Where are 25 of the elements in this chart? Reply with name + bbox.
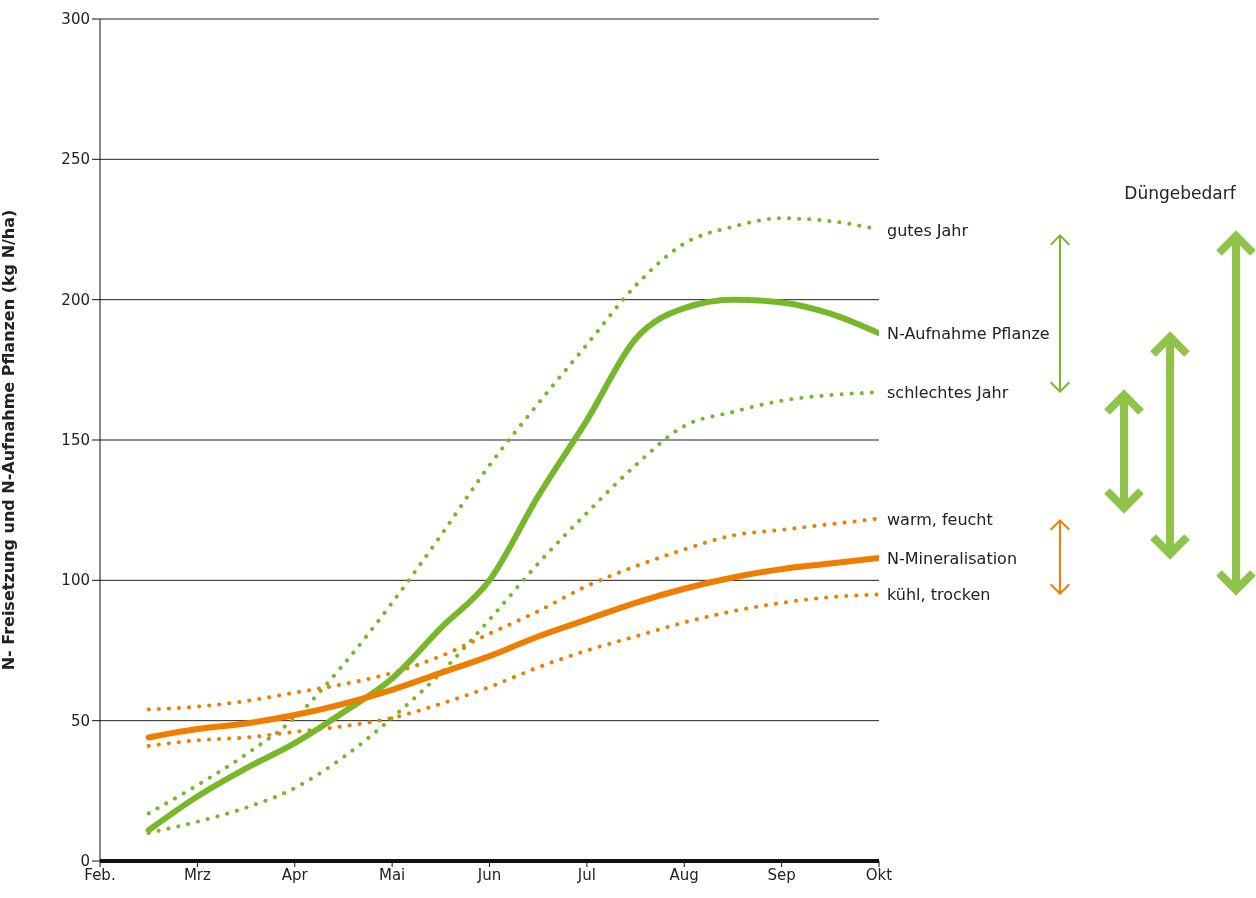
x-tick-label: Sep — [767, 865, 796, 884]
y-tick-label: 250 — [61, 150, 90, 169]
series-label: kühl, trocken — [887, 585, 991, 605]
series-label: gutes Jahr — [887, 220, 969, 240]
x-tick-label: Aug — [669, 865, 699, 884]
x-tick-label: Feb. — [84, 865, 116, 884]
series-label: N-Aufnahme Pflanze — [887, 324, 1050, 344]
series-label: schlechtes Jahr — [887, 383, 1009, 403]
x-tick-label: Mrz — [183, 865, 211, 884]
series-label: N-Mineralisation — [887, 548, 1018, 568]
x-tick-label: Okt — [865, 865, 893, 884]
x-tick-label: Apr — [281, 865, 309, 884]
text: Düngebedarf — [1124, 183, 1237, 203]
y-axis-title: N- Freisetzung und N-Aufnahme Pflanzen (kg N/ha) — [0, 209, 18, 671]
x-tick-label: Jun — [476, 865, 502, 884]
x-tick-label: Jul — [576, 865, 596, 884]
y-tick-label: 50 — [70, 711, 90, 730]
series-label: warm, feucht — [887, 509, 993, 529]
x-tick-label: Mai — [378, 865, 406, 884]
y-tick-label: 150 — [61, 431, 90, 449]
y-tick-label: 100 — [61, 571, 90, 590]
line-series — [146, 516, 879, 712]
y-tick-label: 200 — [61, 290, 90, 309]
line-series — [146, 592, 879, 748]
y-tick-label: 300 — [61, 10, 90, 28]
